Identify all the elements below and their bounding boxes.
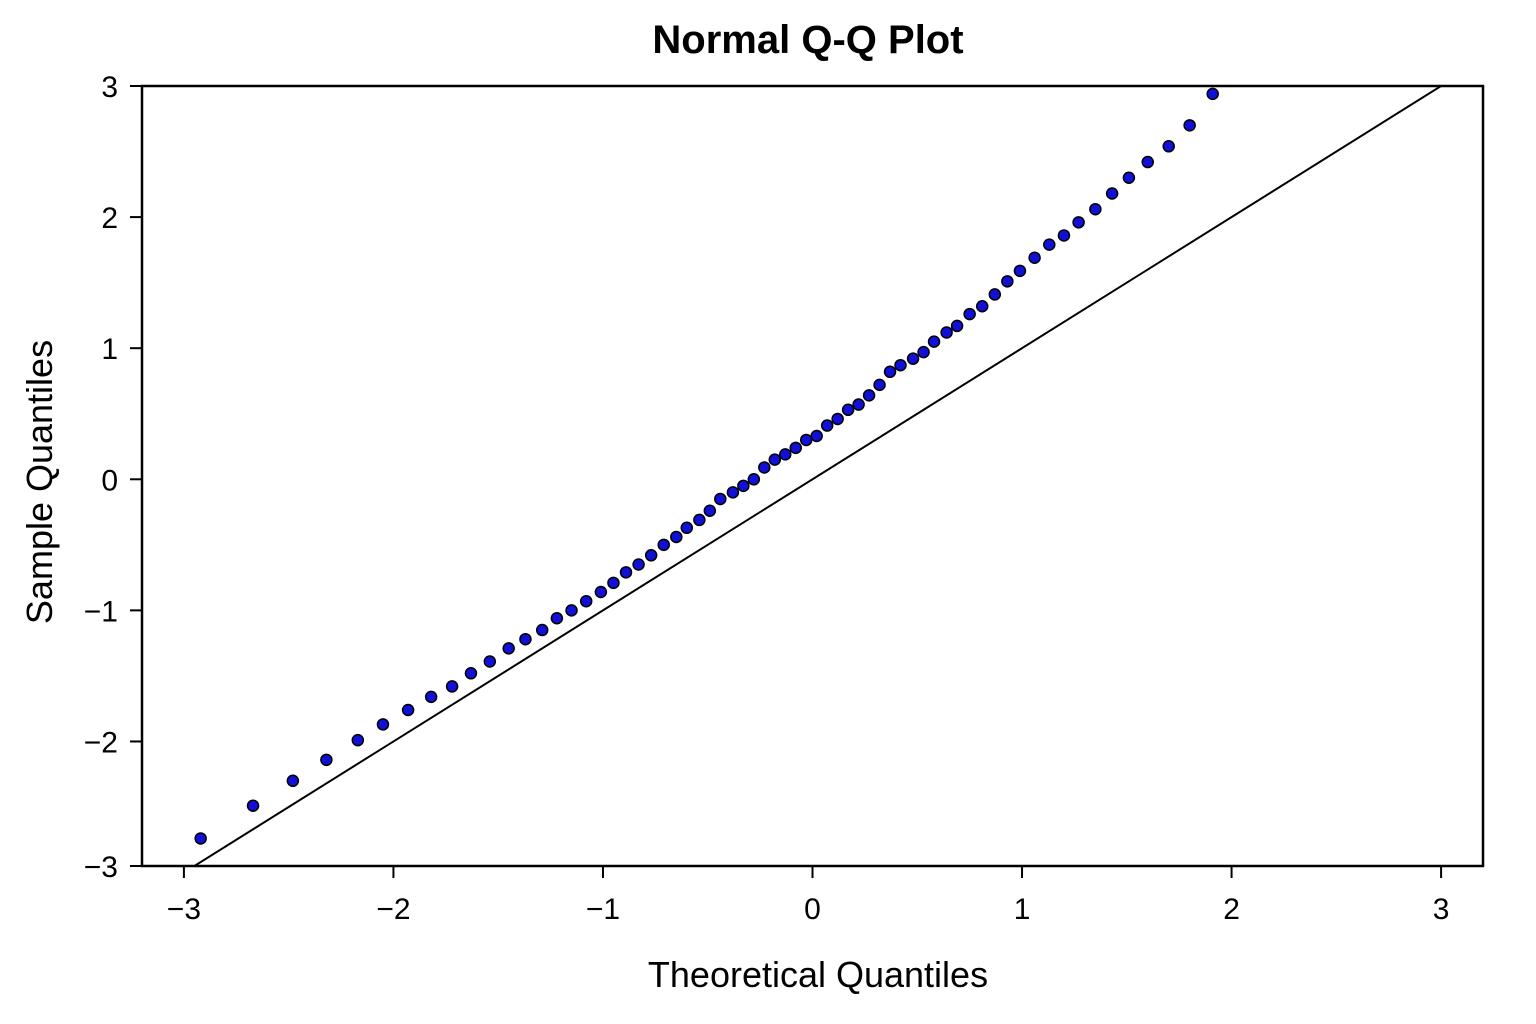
y-tick-label: 1: [101, 333, 118, 366]
x-tick-label: 1: [1014, 893, 1031, 926]
x-tick-label: 3: [1433, 893, 1450, 926]
data-point: [963, 307, 976, 321]
y-tick-label: 3: [101, 71, 118, 104]
data-point: [1141, 155, 1154, 169]
data-point: [286, 774, 300, 788]
data-point: [927, 335, 941, 348]
data-point: [632, 558, 645, 571]
x-tick-label: −3: [167, 893, 201, 926]
data-point: [607, 576, 620, 590]
data-point: [789, 441, 802, 455]
x-tick-label: 2: [1223, 893, 1240, 926]
data-points: [194, 87, 1219, 845]
y-tick-label: −1: [84, 595, 118, 628]
data-point: [1013, 264, 1027, 278]
data-point: [758, 461, 771, 474]
data-point: [502, 642, 515, 655]
data-point: [1001, 275, 1014, 288]
data-point: [693, 513, 706, 527]
data-point: [320, 753, 333, 767]
x-tick-label: −2: [376, 893, 410, 926]
data-point: [906, 352, 920, 365]
y-tick-label: 2: [101, 202, 118, 235]
data-point: [799, 433, 813, 447]
data-point: [703, 504, 717, 517]
chart-title: Normal Q-Q Plot: [652, 18, 963, 62]
data-point: [1206, 87, 1219, 101]
data-point: [1122, 171, 1136, 185]
data-point: [401, 703, 415, 717]
x-axis: −3 −2 −1 0 1 2 3: [167, 866, 1450, 926]
plot-area: [140, 84, 1485, 868]
data-point: [1057, 229, 1071, 242]
y-tick-label: −3: [84, 851, 118, 884]
data-point: [1162, 140, 1175, 153]
data-point: [747, 473, 761, 486]
data-point: [841, 403, 855, 417]
data-point: [820, 419, 834, 432]
data-point: [1072, 216, 1085, 229]
data-point: [714, 492, 727, 506]
data-point: [852, 398, 865, 411]
data-point: [445, 680, 459, 693]
data-point: [988, 288, 1002, 301]
data-point: [940, 326, 953, 339]
data-point: [535, 623, 549, 637]
data-point: [768, 453, 782, 466]
data-point: [726, 486, 740, 499]
y-tick-label: 0: [101, 464, 118, 497]
data-point: [246, 799, 260, 812]
data-point: [519, 632, 532, 646]
data-point: [351, 733, 365, 747]
reference-line: [192, 86, 1443, 866]
data-point: [1028, 251, 1041, 264]
data-point: [424, 690, 438, 704]
data-point: [975, 299, 989, 313]
data-point: [644, 549, 658, 562]
data-point: [657, 538, 670, 552]
y-axis: −3 −2 −1 0 1 2 3: [84, 71, 142, 884]
plot-frame: [140, 84, 1485, 868]
y-tick-label: −2: [84, 726, 118, 759]
data-point: [873, 378, 886, 392]
data-point: [194, 832, 207, 845]
data-point: [464, 667, 478, 680]
x-axis-label: Theoretical Quantiles: [648, 954, 988, 995]
data-point: [594, 585, 608, 599]
data-point: [579, 594, 593, 608]
data-point: [862, 389, 876, 402]
data-point: [376, 718, 390, 731]
data-point: [670, 530, 683, 544]
data-point: [1089, 202, 1102, 216]
data-point: [779, 448, 792, 461]
data-point: [917, 345, 930, 359]
x-tick-label: 0: [804, 893, 821, 926]
data-point: [883, 365, 897, 379]
data-point: [550, 611, 564, 625]
y-axis-label: Sample Quantiles: [19, 340, 60, 624]
data-point: [1043, 238, 1056, 251]
data-point: [565, 604, 578, 617]
data-point: [831, 412, 844, 426]
data-point: [619, 566, 633, 579]
data-point: [1105, 187, 1119, 200]
data-point: [483, 655, 497, 668]
data-point: [1183, 119, 1196, 132]
x-tick-label: −1: [586, 893, 620, 926]
data-point: [737, 479, 750, 493]
data-point: [950, 319, 964, 333]
data-point: [680, 521, 694, 535]
data-point: [810, 429, 823, 443]
data-point: [894, 358, 907, 372]
